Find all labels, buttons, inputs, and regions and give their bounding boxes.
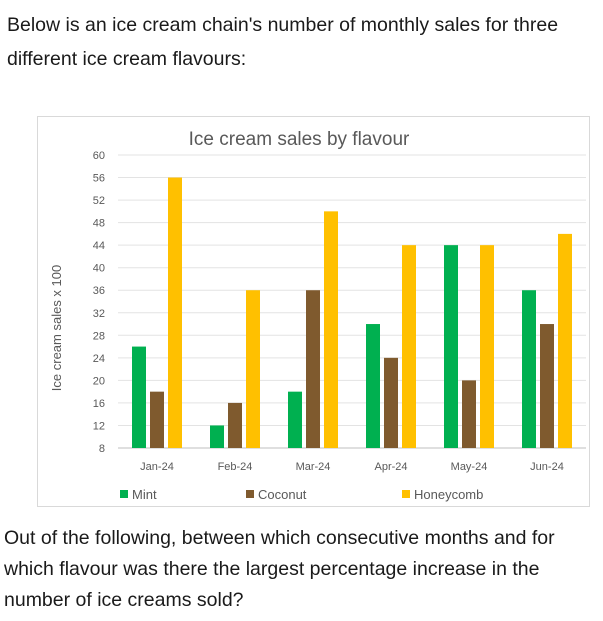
- x-axis-ticks: Jan-24 Feb-24 Mar-24 Apr-24 May-24 Jun-24: [140, 461, 564, 473]
- y-tick-label: 12: [93, 420, 105, 432]
- y-tick-label: 60: [93, 150, 105, 162]
- bar-coconut: [384, 357, 398, 448]
- bar-honeycomb: [480, 245, 494, 448]
- bar-honeycomb: [402, 245, 416, 448]
- y-tick-label: 48: [93, 218, 105, 230]
- y-tick-label: 44: [93, 240, 105, 252]
- bar-mint: [522, 290, 536, 448]
- bar-honeycomb: [324, 211, 338, 448]
- bar-mint: [210, 425, 224, 448]
- bar-honeycomb: [246, 290, 260, 448]
- question-intro: Below is an ice cream chain's number of …: [7, 14, 559, 70]
- legend-label: Mint: [132, 487, 157, 502]
- x-tick-label: May-24: [451, 461, 488, 473]
- y-tick-label: 24: [93, 353, 105, 365]
- bar-mint: [132, 346, 146, 448]
- chart-container: Ice cream sales by flavour 8 12 16 20 24 28 32…: [37, 116, 590, 507]
- bar-coconut: [462, 380, 476, 448]
- x-tick-label: Jun-24: [530, 461, 564, 473]
- y-tick-label: 8: [99, 443, 105, 455]
- bar-honeycomb: [168, 177, 182, 448]
- x-tick-label: Feb-24: [218, 461, 253, 473]
- chart-title: Ice cream sales by flavour: [189, 129, 410, 150]
- bar-coconut: [150, 391, 164, 448]
- chart-gridlines: [118, 154, 586, 449]
- x-tick-label: Jan-24: [140, 461, 174, 473]
- y-tick-label: 20: [93, 375, 105, 387]
- y-axis-label: Ice cream sales x 100: [49, 265, 64, 391]
- y-tick-label: 28: [93, 330, 105, 342]
- y-tick-label: 40: [93, 263, 105, 275]
- bar-mint: [444, 245, 458, 448]
- legend-swatch-coconut: [246, 490, 254, 498]
- bar-coconut: [306, 290, 320, 448]
- bar-coconut: [228, 402, 242, 448]
- bar-mint: [366, 324, 380, 448]
- legend-label: Coconut: [258, 487, 307, 502]
- y-axis-ticks: 8 12 16 20 24 28 32 36 40 44 48 52 56 60: [93, 150, 105, 455]
- chart-bars: [132, 177, 572, 448]
- bar-mint: [288, 391, 302, 448]
- bar-chart: Ice cream sales by flavour 8 12 16 20 24 28 32…: [49, 129, 586, 502]
- x-tick-label: Mar-24: [296, 461, 331, 473]
- y-tick-label: 52: [93, 195, 105, 207]
- bar-coconut: [540, 324, 554, 448]
- question-prompt: Out of the following, between which cons…: [4, 527, 555, 611]
- chart-legend: Mint Coconut Honeycomb: [120, 487, 483, 502]
- y-tick-label: 16: [93, 398, 105, 410]
- x-tick-label: Apr-24: [374, 461, 407, 473]
- y-tick-label: 32: [93, 308, 105, 320]
- legend-label: Honeycomb: [414, 487, 483, 502]
- y-tick-label: 56: [93, 173, 105, 185]
- y-tick-label: 36: [93, 285, 105, 297]
- legend-swatch-mint: [120, 490, 128, 498]
- legend-swatch-honeycomb: [402, 490, 410, 498]
- bar-honeycomb: [558, 233, 572, 448]
